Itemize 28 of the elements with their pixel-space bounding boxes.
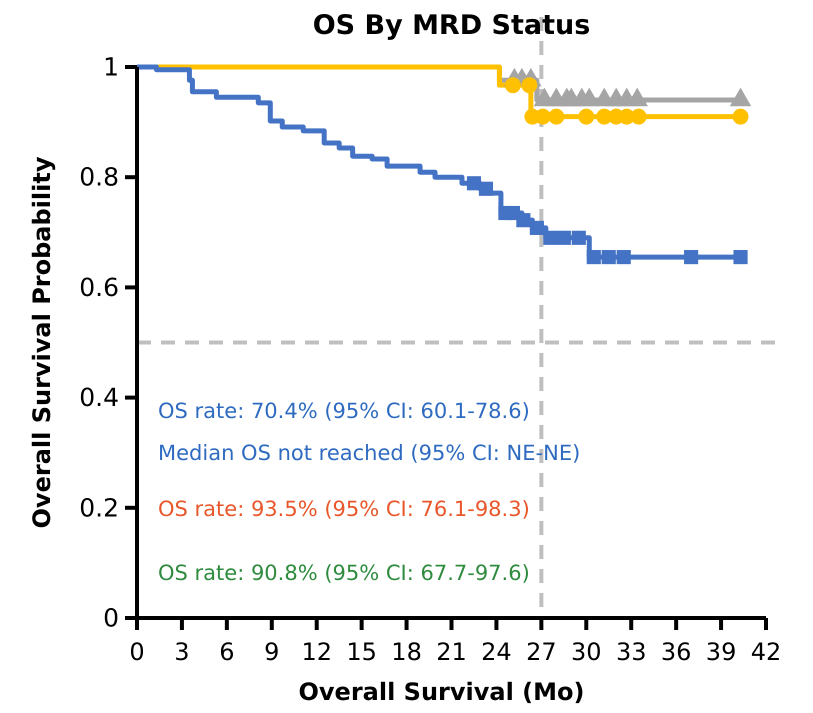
x-tick-label: 42 bbox=[750, 638, 782, 666]
x-tick-label: 24 bbox=[481, 638, 512, 666]
annotation: OS rate: 70.4% (95% CI: 60.1-78.6) bbox=[158, 399, 530, 423]
x-tick-label: 39 bbox=[706, 638, 736, 666]
y-tick-label: 0.8 bbox=[79, 162, 119, 192]
y-tick-label: 1 bbox=[103, 52, 119, 82]
y-axis-title: Overall Survival Probability bbox=[28, 156, 56, 528]
annotation: OS rate: 90.8% (95% CI: 67.7-97.6) bbox=[158, 561, 530, 585]
x-tick-label: 0 bbox=[129, 638, 145, 666]
x-tick-label: 15 bbox=[346, 638, 377, 666]
annotation: OS rate: 93.5% (95% CI: 76.1-98.3) bbox=[158, 497, 530, 521]
x-tick-label: 6 bbox=[219, 638, 234, 666]
x-tick-label: 18 bbox=[391, 638, 422, 666]
annotation: Median OS not reached (95% CI: NE-NE) bbox=[158, 441, 580, 465]
x-tick-label: 21 bbox=[436, 638, 467, 666]
x-tick-label: 30 bbox=[571, 638, 602, 666]
x-tick-label: 3 bbox=[174, 638, 190, 666]
x-tick-label: 27 bbox=[526, 638, 557, 666]
y-tick-label: 0 bbox=[103, 604, 119, 632]
y-tick-label: 0.6 bbox=[79, 272, 119, 302]
x-axis-title: Overall Survival (Mo) bbox=[298, 678, 584, 706]
y-tick-label: 0.4 bbox=[79, 383, 119, 412]
chart-title: OS By MRD Status bbox=[312, 10, 590, 41]
x-tick-label: 33 bbox=[616, 638, 646, 666]
x-tick-label: 9 bbox=[264, 638, 280, 666]
y-tick-label: 0.2 bbox=[79, 493, 119, 522]
x-tick-label: 12 bbox=[301, 638, 332, 666]
x-tick-label: 36 bbox=[660, 638, 692, 666]
